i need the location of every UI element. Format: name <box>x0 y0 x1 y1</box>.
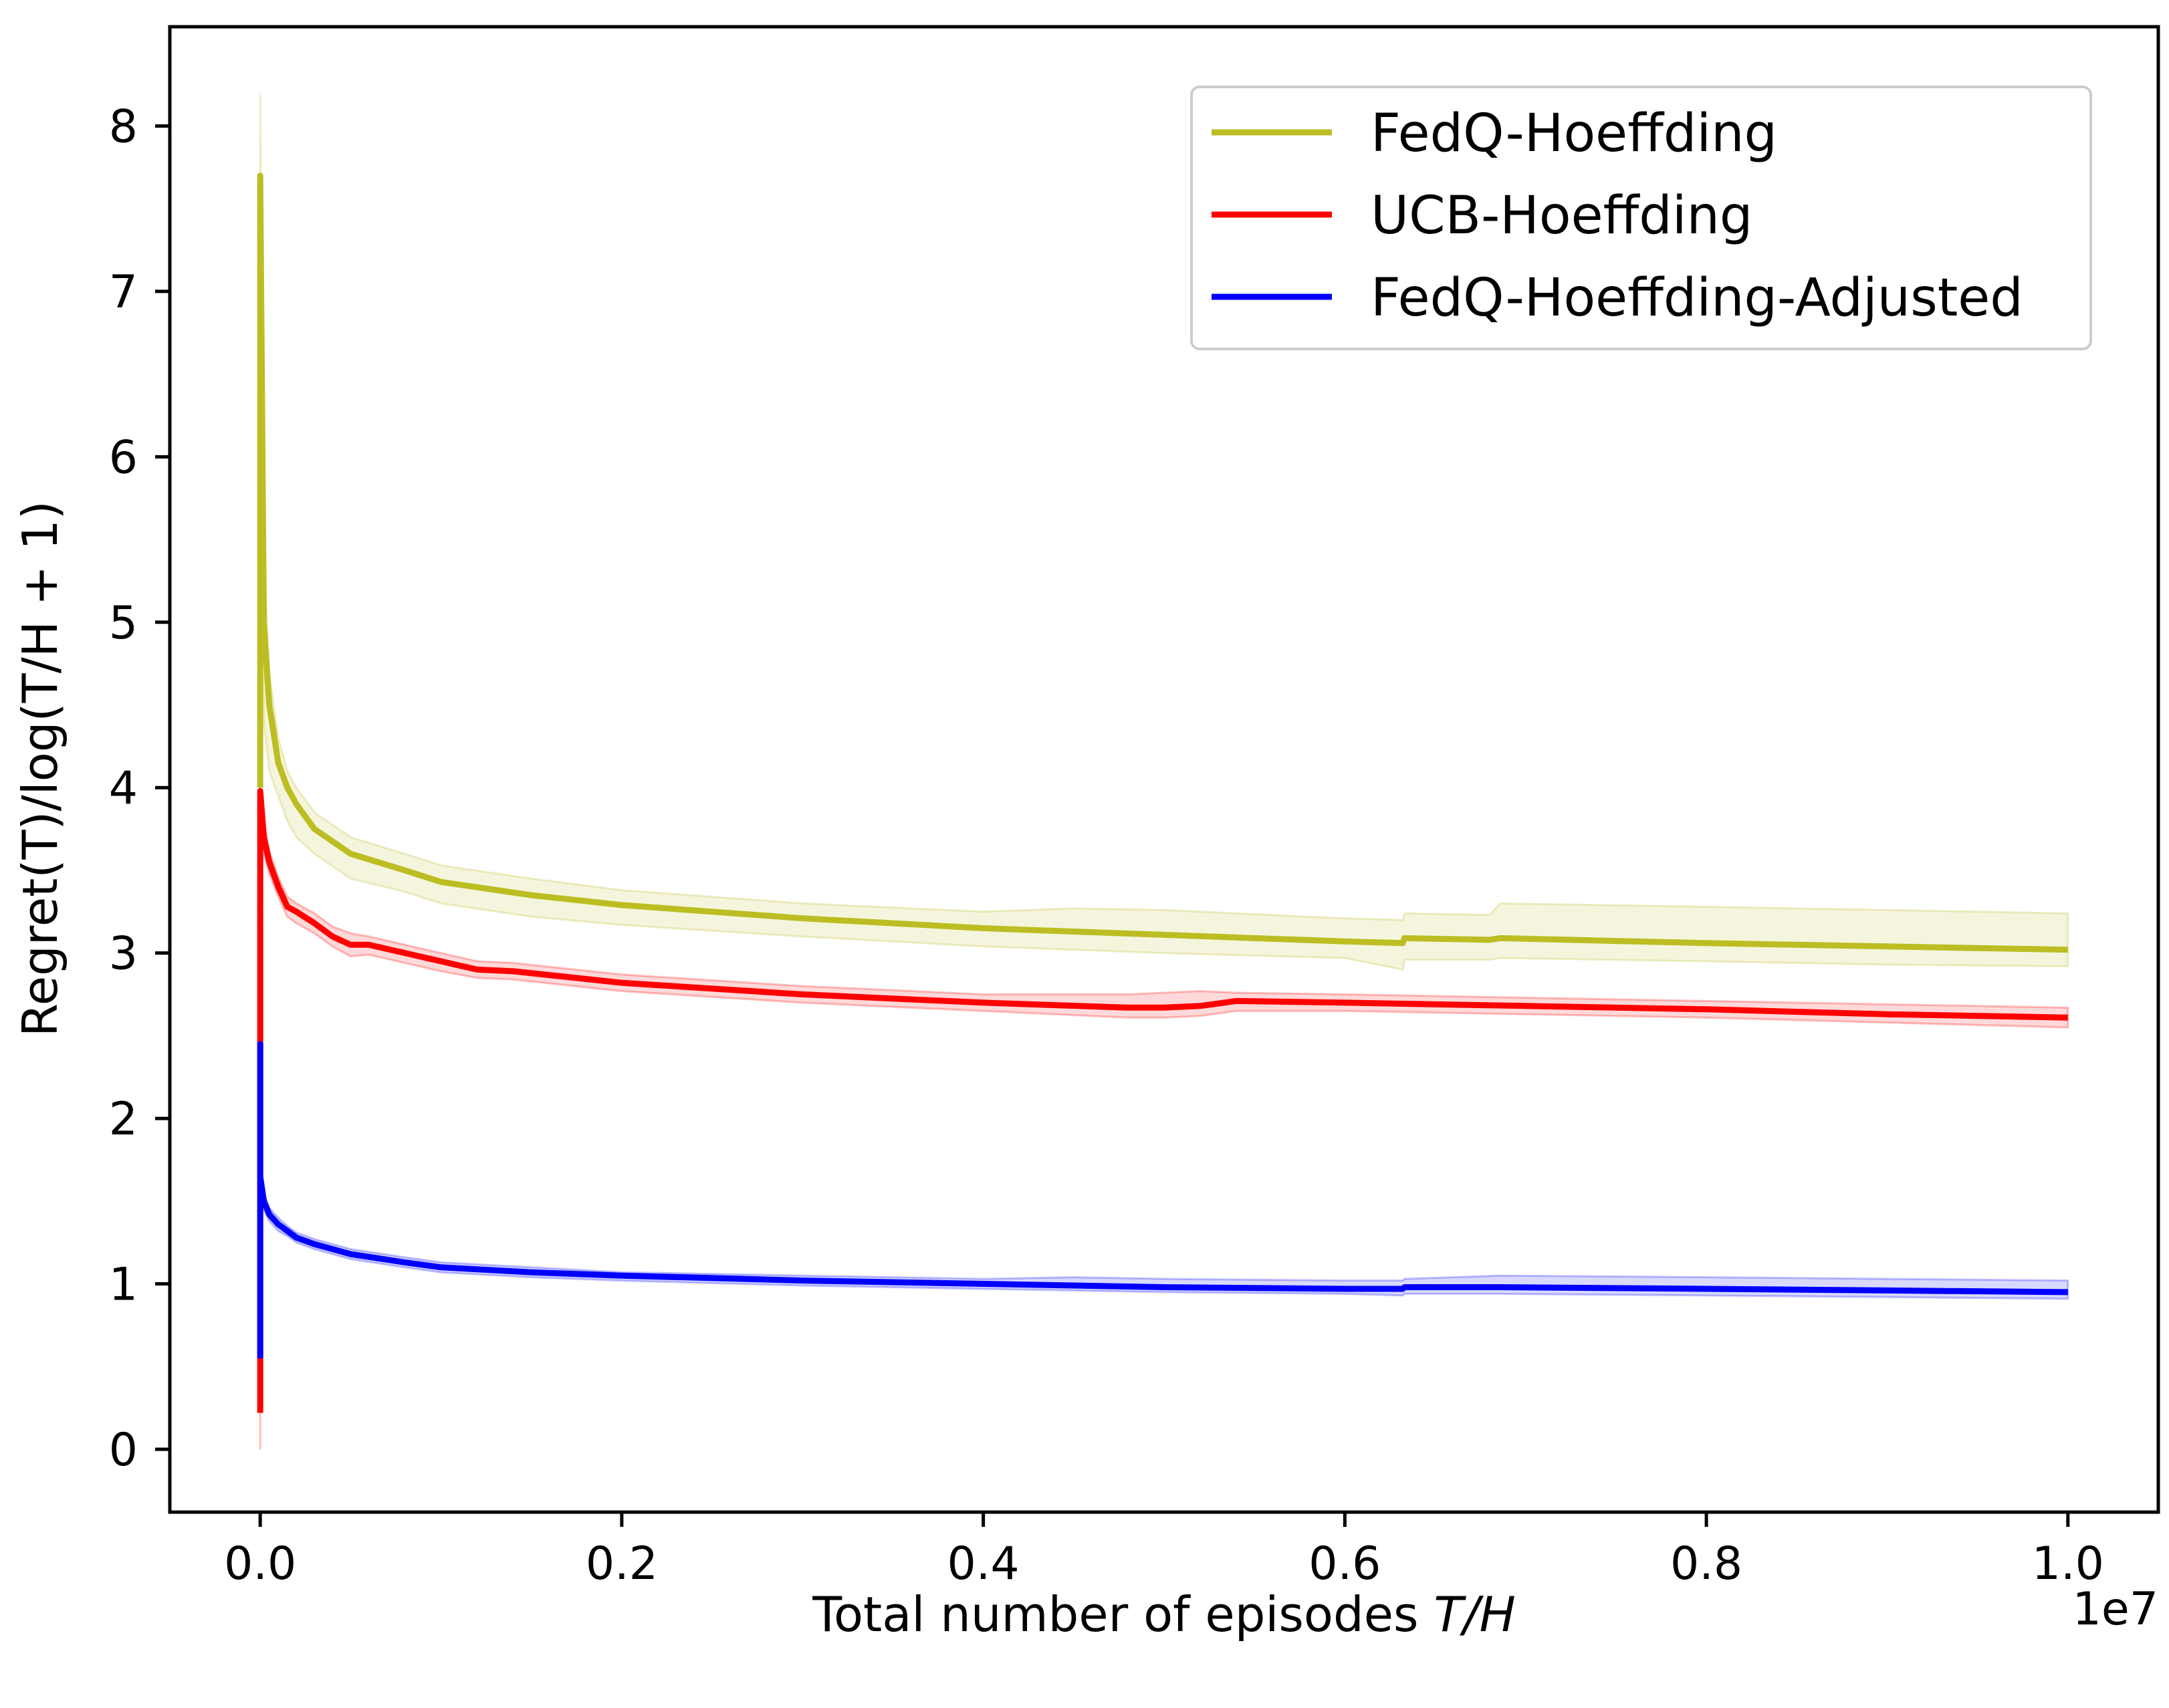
line-fedq-hoeffding-adjusted <box>257 1041 2068 1358</box>
y-tick-label: 6 <box>109 431 138 484</box>
y-tick-label: 1 <box>109 1259 138 1312</box>
legend-label-fedq-hoeffding: FedQ-Hoeffding <box>1371 104 1777 164</box>
y-axis-title: Regret(T)/log(T/H + 1) <box>12 501 68 1037</box>
x-axis-title-math: T/H <box>1434 1586 1515 1642</box>
x-tick-label: 0.0 <box>224 1538 296 1590</box>
band-ucb-hoeffding <box>259 787 2069 1449</box>
y-tick-label: 2 <box>109 1093 138 1146</box>
y-axis-ticks: 0 1 2 3 4 5 6 7 8 <box>109 100 170 1477</box>
x-axis-offset-label: 1e7 <box>2073 1583 2158 1636</box>
line-ucb-hoeffding <box>257 787 2068 1413</box>
series-lines <box>257 172 2068 1413</box>
plot-area-frame <box>168 25 2160 1514</box>
legend-label-fedq-hoeffding-adjusted: FedQ-Hoeffding-Adjusted <box>1371 268 2023 328</box>
x-tick-label: 0.8 <box>1670 1538 1742 1590</box>
x-axis-ticks: 0.0 0.2 0.4 0.6 0.8 1.0 <box>224 1512 2104 1590</box>
x-tick-label: 0.4 <box>947 1538 1020 1590</box>
y-tick-label: 5 <box>109 597 138 650</box>
legend: FedQ-Hoeffding UCB-Hoeffding FedQ-Hoeffdin… <box>1190 86 2092 350</box>
x-axis-title: Total number of episodes T/H <box>812 1586 1516 1642</box>
x-tick-label: 1.0 <box>2032 1538 2104 1590</box>
x-axis-title-text: Total number of episodes <box>812 1586 1434 1642</box>
y-tick-label: 3 <box>109 928 138 981</box>
y-tick-label: 8 <box>109 100 138 153</box>
line-fedq-hoeffding <box>257 172 2068 953</box>
legend-box <box>1190 86 2092 350</box>
y-tick-label: 0 <box>109 1424 138 1477</box>
band-fedq-hoeffding-adjusted <box>259 1035 2069 1367</box>
y-tick-label: 7 <box>109 266 138 319</box>
x-tick-label: 0.6 <box>1308 1538 1381 1590</box>
x-tick-label: 0.2 <box>586 1538 658 1590</box>
y-tick-label: 4 <box>109 762 138 815</box>
legend-label-ucb-hoeffding: UCB-Hoeffding <box>1371 186 1752 246</box>
